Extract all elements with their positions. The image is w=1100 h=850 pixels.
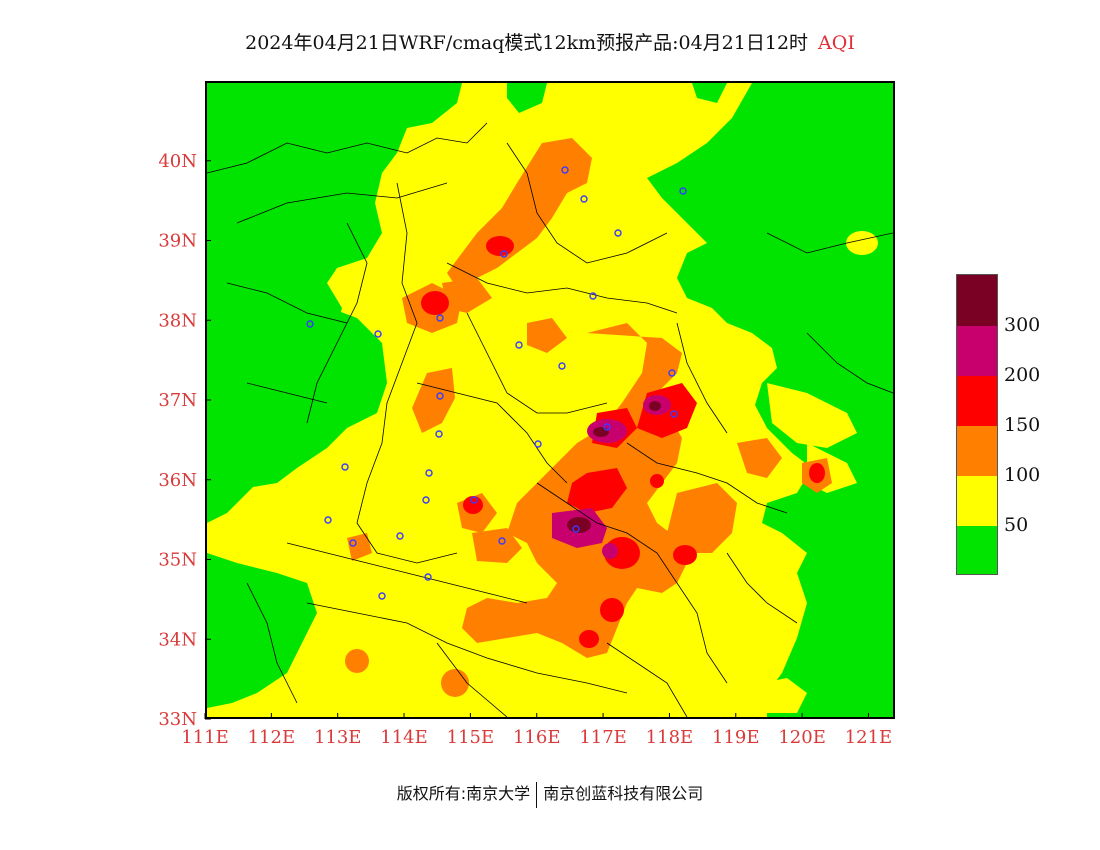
x-tick-label: 119E xyxy=(712,727,760,748)
aqi-field-svg xyxy=(207,83,893,717)
x-tick-label: 112E xyxy=(248,727,296,748)
y-tick-label: 40N xyxy=(158,151,197,172)
footer-copyright: 版权所有:南京大学 xyxy=(396,784,531,803)
x-tick-label: 113E xyxy=(314,727,362,748)
legend-swatch-very-unhealthy xyxy=(957,326,997,376)
x-tick-label: 111E xyxy=(181,727,229,748)
legend-label-150: 150 xyxy=(1004,414,1041,436)
footer: 版权所有:南京大学 南京创蓝科技有限公司 xyxy=(0,780,1100,808)
aqi-map xyxy=(205,81,895,719)
y-tick-label: 37N xyxy=(158,390,197,411)
x-tick-label: 114E xyxy=(380,727,428,748)
legend-swatch-good xyxy=(957,526,997,574)
legend-swatch-moderate xyxy=(957,476,997,526)
footer-separator xyxy=(536,781,538,808)
legend-label-300: 300 xyxy=(1004,314,1041,336)
x-tick-label: 115E xyxy=(447,727,495,748)
y-tick-label: 36N xyxy=(158,470,197,491)
title-main: 2024年04月21日WRF/cmaq模式12km预报产品:04月21日12时 xyxy=(245,32,809,54)
y-tick-label: 38N xyxy=(158,310,197,331)
x-tick-label: 118E xyxy=(646,727,694,748)
x-tick-label: 116E xyxy=(513,727,561,748)
legend-label-200: 200 xyxy=(1004,364,1041,386)
aqi-legend xyxy=(956,274,998,575)
legend-swatch-hazardous xyxy=(957,275,997,326)
legend-swatch-usg xyxy=(957,426,997,476)
y-tick-label: 35N xyxy=(158,550,197,571)
y-tick-label: 33N xyxy=(158,709,197,730)
admin-boundaries xyxy=(207,122,893,717)
legend-label-50: 50 xyxy=(1004,514,1029,536)
x-tick-label: 120E xyxy=(778,727,826,748)
x-tick-label: 121E xyxy=(845,727,893,748)
x-tick-label: 117E xyxy=(579,727,627,748)
city-markers xyxy=(306,166,687,600)
title-variable: AQI xyxy=(818,32,855,54)
y-tick-label: 34N xyxy=(158,629,197,650)
figure-title: 2024年04月21日WRF/cmaq模式12km预报产品:04月21日12时 A… xyxy=(0,28,1100,55)
y-tick-labels: 40N 39N 38N 37N 36N 35N 34N 33N xyxy=(158,151,211,730)
legend-label-100: 100 xyxy=(1004,464,1041,486)
legend-swatch-unhealthy xyxy=(957,376,997,426)
y-tick-label: 39N xyxy=(158,231,197,252)
footer-company: 南京创蓝科技有限公司 xyxy=(543,784,704,803)
